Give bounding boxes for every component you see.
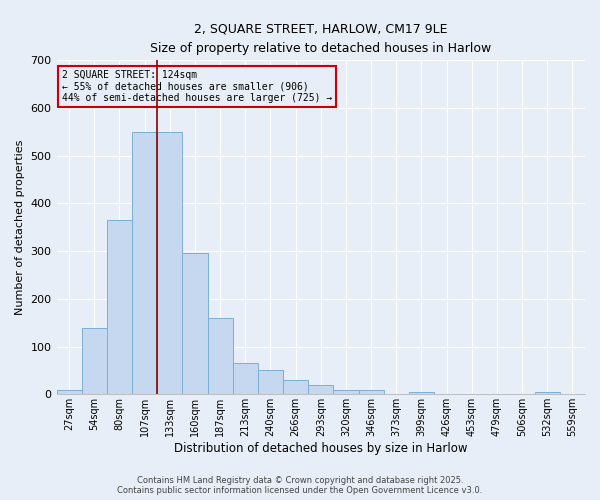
- Bar: [409, 392, 434, 394]
- Bar: [132, 132, 157, 394]
- Bar: [334, 390, 359, 394]
- Bar: [157, 132, 182, 394]
- Bar: [535, 392, 560, 394]
- Text: 2 SQUARE STREET: 124sqm
← 55% of detached houses are smaller (906)
44% of semi-d: 2 SQUARE STREET: 124sqm ← 55% of detache…: [62, 70, 332, 103]
- Bar: [308, 384, 334, 394]
- Bar: [107, 220, 132, 394]
- X-axis label: Distribution of detached houses by size in Harlow: Distribution of detached houses by size …: [174, 442, 467, 455]
- Text: Contains HM Land Registry data © Crown copyright and database right 2025.
Contai: Contains HM Land Registry data © Crown c…: [118, 476, 482, 495]
- Title: 2, SQUARE STREET, HARLOW, CM17 9LE
Size of property relative to detached houses : 2, SQUARE STREET, HARLOW, CM17 9LE Size …: [150, 22, 491, 54]
- Bar: [283, 380, 308, 394]
- Bar: [359, 390, 383, 394]
- Bar: [233, 364, 258, 394]
- Y-axis label: Number of detached properties: Number of detached properties: [15, 140, 25, 315]
- Bar: [56, 390, 82, 394]
- Bar: [258, 370, 283, 394]
- Bar: [82, 328, 107, 394]
- Bar: [208, 318, 233, 394]
- Bar: [182, 254, 208, 394]
